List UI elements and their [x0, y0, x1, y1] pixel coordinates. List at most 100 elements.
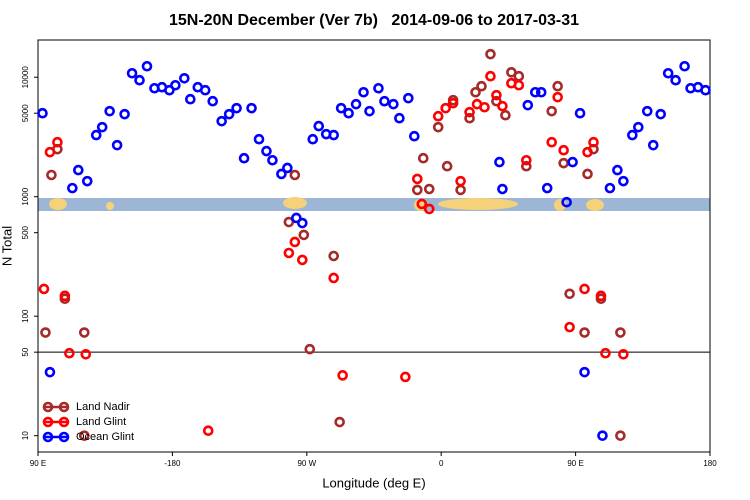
- data-point: [90, 129, 102, 141]
- data-point: [297, 217, 308, 229]
- data-point: [552, 80, 563, 92]
- data-point: [497, 183, 508, 195]
- y-tick-label: 10: [21, 431, 30, 440]
- data-point: [289, 236, 301, 248]
- x-tick-label: 180: [703, 459, 717, 468]
- data-point: [561, 196, 572, 208]
- data-point: [470, 86, 481, 98]
- data-point: [491, 95, 502, 107]
- data-point: [373, 82, 384, 94]
- data-point: [328, 250, 339, 262]
- data-point: [541, 182, 553, 194]
- data-point: [328, 272, 339, 284]
- data-point: [403, 92, 414, 104]
- data-point: [558, 144, 569, 156]
- data-point: [170, 79, 181, 91]
- data-point: [283, 247, 295, 259]
- data-point: [579, 283, 590, 295]
- data-point: [231, 102, 242, 114]
- data-point: [579, 327, 590, 338]
- data-point: [199, 84, 211, 96]
- legend-marker: [58, 401, 70, 413]
- data-point: [464, 106, 475, 118]
- data-point: [679, 60, 690, 72]
- x-tick-label: -180: [164, 459, 181, 468]
- data-point: [328, 129, 339, 141]
- data-point: [662, 67, 674, 79]
- data-point: [455, 184, 466, 196]
- legend-marker: [58, 416, 70, 428]
- data-point: [618, 175, 629, 187]
- data-point: [52, 136, 63, 148]
- data-point: [588, 136, 599, 148]
- legend-marker: [42, 431, 54, 443]
- data-point: [476, 80, 487, 92]
- data-point: [388, 98, 399, 110]
- data-point: [464, 112, 475, 124]
- data-point: [37, 107, 48, 119]
- data-point: [552, 91, 563, 103]
- data-point: [78, 430, 90, 441]
- data-point: [335, 102, 347, 114]
- legend-marker: [42, 401, 54, 413]
- data-point: [38, 283, 50, 295]
- data-point: [283, 216, 295, 228]
- data-point: [358, 86, 369, 98]
- data-point: [78, 327, 90, 338]
- data-point: [416, 198, 428, 210]
- data-point: [59, 290, 71, 302]
- data-point: [44, 146, 56, 158]
- data-point: [485, 70, 496, 82]
- data-point: [304, 343, 316, 355]
- data-point: [655, 108, 667, 120]
- data-point: [267, 154, 278, 166]
- x-tick-label: 90 W: [297, 459, 316, 468]
- data-point: [513, 70, 525, 82]
- data-point: [479, 101, 490, 113]
- data-point: [276, 168, 287, 180]
- data-point: [394, 112, 405, 124]
- data-point: [337, 370, 348, 381]
- data-point: [595, 290, 607, 302]
- data-point: [261, 145, 272, 157]
- data-point: [417, 152, 429, 164]
- data-point: [558, 157, 569, 169]
- map-strip: [38, 197, 710, 211]
- data-point: [615, 430, 626, 441]
- data-point: [455, 175, 466, 187]
- data-point: [564, 288, 575, 300]
- data-point: [441, 160, 453, 172]
- y-tick-label: 5000: [21, 104, 30, 122]
- data-point: [600, 347, 611, 359]
- data-point: [582, 168, 593, 180]
- data-point: [40, 327, 51, 338]
- data-point: [522, 99, 534, 111]
- data-point: [647, 139, 659, 151]
- data-point: [670, 74, 681, 86]
- x-tick-label: 90 E: [567, 459, 583, 468]
- data-point: [73, 164, 84, 176]
- data-point: [134, 74, 145, 86]
- plot-frame: [37, 39, 711, 453]
- data-point: [485, 48, 496, 60]
- data-point: [618, 348, 629, 360]
- data-point: [334, 416, 345, 428]
- data-point: [612, 164, 623, 176]
- y-tick-label: 500: [21, 225, 30, 239]
- legend-label: Ocean Glint: [76, 431, 134, 443]
- data-point: [423, 183, 435, 195]
- data-point: [126, 67, 138, 79]
- data-point: [253, 133, 265, 145]
- data-point: [627, 129, 638, 141]
- data-point: [364, 105, 375, 117]
- data-point: [546, 105, 558, 117]
- data-point: [582, 146, 593, 158]
- data-point: [615, 327, 626, 338]
- data-point: [513, 79, 525, 91]
- data-point: [423, 203, 435, 215]
- data-point: [409, 130, 420, 142]
- data-point: [343, 107, 354, 119]
- data-point: [246, 102, 257, 114]
- data-point: [119, 108, 130, 120]
- data-point: [104, 105, 115, 117]
